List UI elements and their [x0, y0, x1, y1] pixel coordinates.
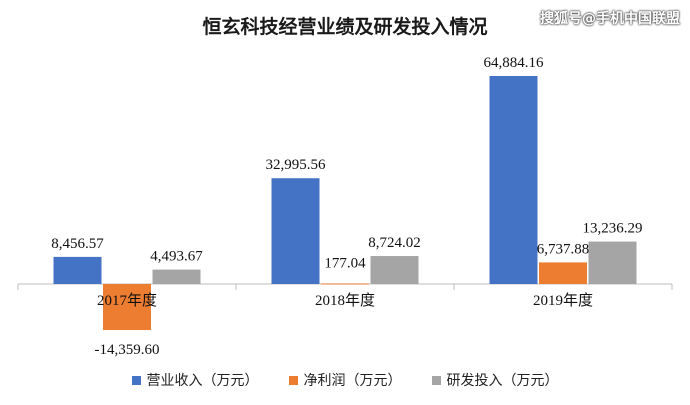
category-label: 2019年度	[533, 292, 593, 309]
chart-title: 恒玄科技经营业绩及研发投入情况	[202, 16, 488, 38]
bar	[321, 283, 369, 285]
bar	[152, 269, 201, 284]
bar	[53, 256, 102, 284]
legend-label: 营业收入（万元）	[146, 373, 259, 389]
bar	[489, 76, 538, 284]
data-label: 8,724.02	[368, 235, 421, 251]
chart-legend: 营业收入（万元） 净利润（万元） 研发投入（万元）	[0, 370, 690, 390]
legend-label: 研发投入（万元）	[446, 373, 559, 389]
bar	[370, 256, 419, 284]
bar	[103, 284, 151, 331]
category-label: 2018年度	[315, 292, 375, 309]
data-label: 177.04	[324, 255, 366, 271]
data-label: 8,456.57	[51, 236, 104, 252]
bar	[271, 178, 320, 284]
data-label: 32,995.56	[266, 157, 327, 173]
data-label: -14,359.60	[95, 342, 160, 358]
data-label: 6,737.88	[537, 241, 590, 257]
category-label: 2017年度	[97, 292, 157, 309]
legend-item: 研发投入（万元）	[431, 370, 559, 390]
legend-swatch	[431, 375, 441, 385]
data-label: 64,884.16	[484, 55, 545, 71]
data-label: 13,236.29	[583, 221, 643, 237]
bar	[539, 262, 587, 284]
data-label: 4,493.67	[150, 249, 203, 265]
legend-swatch	[131, 375, 141, 385]
watermark: 搜狐号@手机中国联盟	[540, 11, 680, 27]
bar	[588, 241, 637, 284]
legend-swatch	[288, 375, 298, 385]
legend-label: 净利润（万元）	[303, 373, 402, 389]
legend-item: 净利润（万元）	[288, 370, 402, 390]
legend-item: 营业收入（万元）	[131, 370, 259, 390]
